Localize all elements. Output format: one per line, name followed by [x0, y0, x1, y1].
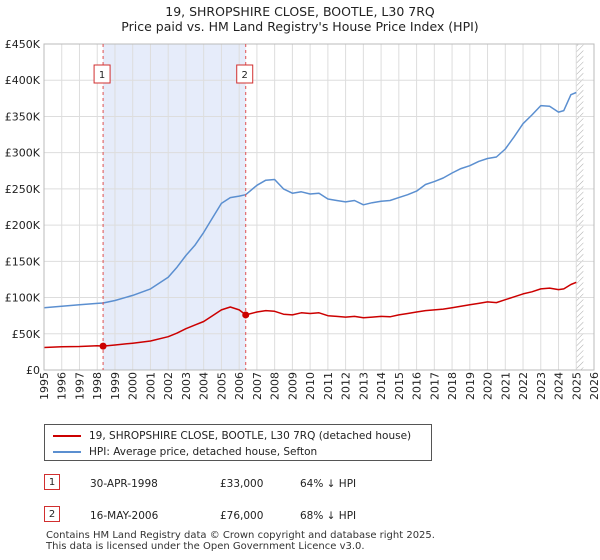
- x-tick-label: 2010: [304, 372, 317, 400]
- shaded-period: [103, 44, 246, 370]
- footer-licence: This data is licensed under the Open Gov…: [46, 541, 365, 552]
- x-tick-label: 2016: [411, 372, 424, 400]
- y-tick-label: £350K: [5, 110, 41, 123]
- y-tick-label: £250K: [5, 183, 41, 196]
- footer-copyright: Contains HM Land Registry data © Crown c…: [46, 530, 435, 541]
- x-tick-label: 2013: [357, 372, 370, 400]
- footer-attribution: Contains HM Land Registry data © Crown c…: [46, 530, 435, 552]
- sale-hpi-diff: 68% ↓ HPI: [300, 510, 357, 522]
- chart-legend: 19, SHROPSHIRE CLOSE, BOOTLE, L30 7RQ (d…: [44, 424, 432, 461]
- x-tick-label: 2019: [464, 372, 477, 400]
- y-tick-label: £0: [26, 364, 40, 377]
- x-tick-label: 2002: [162, 372, 175, 400]
- legend-item-property: 19, SHROPSHIRE CLOSE, BOOTLE, L30 7RQ (d…: [53, 428, 411, 444]
- x-tick-label: 2018: [446, 372, 459, 400]
- x-tick-label: 2015: [393, 372, 406, 400]
- chart-title-subtitle: Price paid vs. HM Land Registry's House …: [121, 19, 479, 34]
- y-tick-label: £200K: [5, 219, 41, 232]
- x-tick-label: 2012: [340, 372, 353, 400]
- legend-item-hpi: HPI: Average price, detached house, Seft…: [53, 444, 317, 460]
- sale-row: 2 16-MAY-2006 £76,000 68% ↓ HPI: [44, 506, 544, 526]
- series-line-hpi: [43, 91, 577, 309]
- x-tick-label: 2026: [588, 372, 600, 400]
- legend-label-property: 19, SHROPSHIRE CLOSE, BOOTLE, L30 7RQ (d…: [89, 430, 412, 442]
- sale-marker-box: [236, 64, 254, 84]
- sale-price: £33,000: [220, 478, 264, 490]
- y-tick-label: £300K: [5, 147, 41, 160]
- x-tick-label: 2021: [499, 372, 512, 400]
- sale-number-badge: 2: [44, 506, 60, 522]
- x-tick-label: 2020: [482, 372, 495, 400]
- x-tick-label: 2005: [215, 372, 228, 400]
- x-tick-label: 2023: [535, 372, 548, 400]
- x-tick-label: 2003: [180, 372, 193, 400]
- chart-title-address: 19, SHROPSHIRE CLOSE, BOOTLE, L30 7RQ: [165, 4, 435, 19]
- sale-marker-label: 1: [99, 70, 105, 81]
- sale-marker-label: 2: [242, 70, 248, 81]
- sale-marker-dot: [242, 311, 250, 319]
- x-tick-label: 2011: [322, 372, 335, 400]
- sale-hpi-diff: 64% ↓ HPI: [300, 478, 357, 490]
- legend-label-hpi: HPI: Average price, detached house, Seft…: [89, 446, 318, 458]
- x-tick-label: 2009: [286, 372, 299, 400]
- x-tick-label: 2007: [251, 372, 264, 400]
- x-tick-label: 2008: [269, 372, 282, 400]
- x-tick-label: 2022: [517, 372, 530, 400]
- x-tick-label: 2017: [428, 372, 441, 400]
- sale-marker-dot: [99, 342, 107, 350]
- sale-date: 16-MAY-2006: [90, 510, 159, 522]
- sale-number-badge: 1: [44, 474, 60, 490]
- x-tick-label: 2001: [144, 372, 157, 400]
- legend-swatch-hpi: [53, 451, 81, 453]
- x-tick-label: 2006: [233, 372, 246, 400]
- y-tick-label: £450K: [5, 38, 41, 51]
- y-tick-label: £400K: [5, 74, 41, 87]
- plot-border: [43, 43, 595, 371]
- sale-price: £76,000: [220, 510, 264, 522]
- x-tick-label: 2000: [127, 372, 140, 400]
- sale-marker-box: [93, 64, 111, 84]
- x-tick-label: 1998: [91, 372, 104, 400]
- y-tick-label: £150K: [5, 255, 41, 268]
- x-tick-label: 1997: [73, 372, 86, 400]
- series-line-property: [43, 281, 577, 349]
- x-tick-label: 1995: [38, 372, 51, 400]
- y-tick-label: £100K: [5, 292, 41, 305]
- x-tick-label: 1996: [56, 372, 69, 400]
- price-chart: £0 £50K £100K £150K £200K £250K £300K £350K £400…: [5, 38, 600, 400]
- x-tick-label: 2025: [570, 372, 583, 400]
- y-tick-label: £50K: [12, 328, 41, 341]
- x-tick-label: 2024: [553, 372, 566, 400]
- sale-row: 1 30-APR-1998 £33,000 64% ↓ HPI: [44, 474, 544, 494]
- forecast-hatch: [576, 44, 584, 370]
- x-tick-label: 2014: [375, 372, 388, 400]
- sale-date: 30-APR-1998: [90, 478, 158, 490]
- legend-swatch-property: [53, 435, 81, 437]
- x-tick-label: 1999: [109, 372, 122, 400]
- x-tick-label: 2004: [198, 372, 211, 400]
